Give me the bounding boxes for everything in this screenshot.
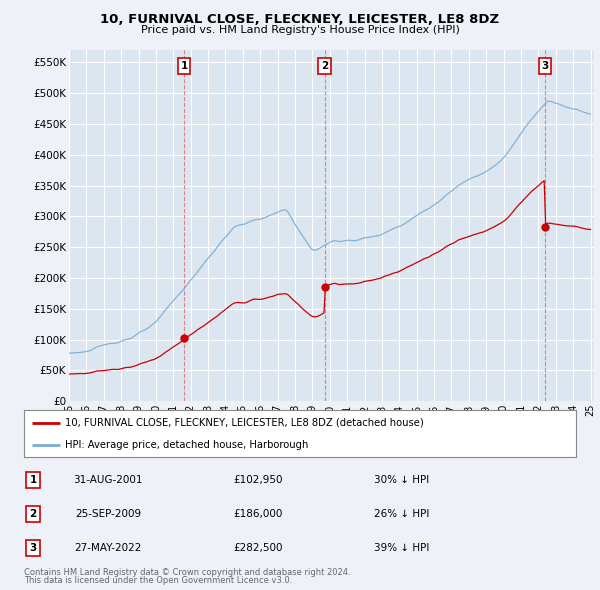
Text: HPI: Average price, detached house, Harborough: HPI: Average price, detached house, Harb… bbox=[65, 440, 309, 450]
Text: 10, FURNIVAL CLOSE, FLECKNEY, LEICESTER, LE8 8DZ (detached house): 10, FURNIVAL CLOSE, FLECKNEY, LEICESTER,… bbox=[65, 418, 424, 428]
Text: 3: 3 bbox=[29, 543, 37, 553]
Text: 27-MAY-2022: 27-MAY-2022 bbox=[74, 543, 142, 553]
Text: 2: 2 bbox=[29, 509, 37, 519]
Text: 25-SEP-2009: 25-SEP-2009 bbox=[75, 509, 141, 519]
Text: £186,000: £186,000 bbox=[233, 509, 283, 519]
Text: £282,500: £282,500 bbox=[233, 543, 283, 553]
Text: 39% ↓ HPI: 39% ↓ HPI bbox=[374, 543, 430, 553]
Text: 1: 1 bbox=[29, 475, 37, 484]
Text: 26% ↓ HPI: 26% ↓ HPI bbox=[374, 509, 430, 519]
Text: This data is licensed under the Open Government Licence v3.0.: This data is licensed under the Open Gov… bbox=[24, 576, 292, 585]
Text: Price paid vs. HM Land Registry's House Price Index (HPI): Price paid vs. HM Land Registry's House … bbox=[140, 25, 460, 35]
Text: 3: 3 bbox=[541, 61, 548, 71]
Text: 31-AUG-2001: 31-AUG-2001 bbox=[73, 475, 143, 484]
Text: 1: 1 bbox=[181, 61, 188, 71]
Text: £102,950: £102,950 bbox=[233, 475, 283, 484]
Text: 30% ↓ HPI: 30% ↓ HPI bbox=[374, 475, 430, 484]
Text: 2: 2 bbox=[321, 61, 328, 71]
Text: 10, FURNIVAL CLOSE, FLECKNEY, LEICESTER, LE8 8DZ: 10, FURNIVAL CLOSE, FLECKNEY, LEICESTER,… bbox=[100, 13, 500, 26]
Text: Contains HM Land Registry data © Crown copyright and database right 2024.: Contains HM Land Registry data © Crown c… bbox=[24, 568, 350, 577]
